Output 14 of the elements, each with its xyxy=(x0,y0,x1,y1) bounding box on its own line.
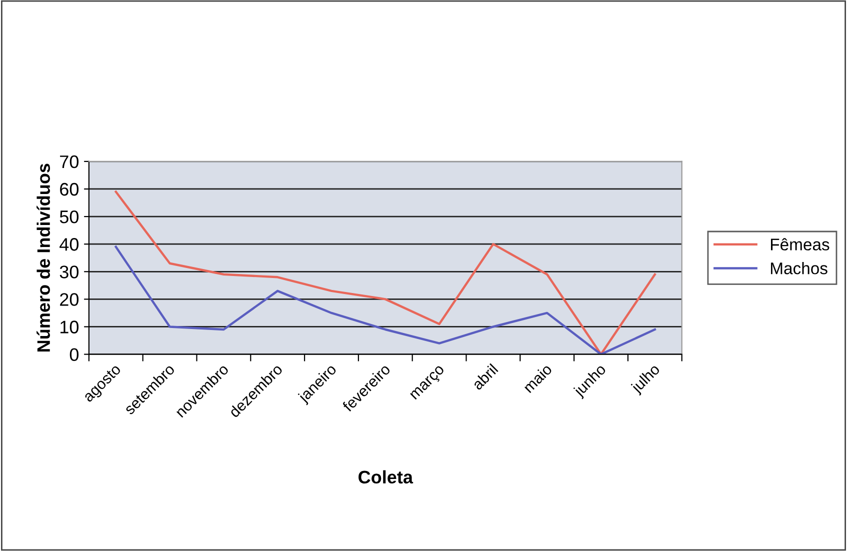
y-axis-title: Número de Indivíduos xyxy=(36,164,50,352)
legend-label: Fêmeas xyxy=(770,238,830,250)
y-tick-label: 10 xyxy=(60,320,79,334)
y-tick-label: 40 xyxy=(60,238,79,251)
legend-label: Machos xyxy=(770,262,828,274)
line-series xyxy=(114,190,656,354)
y-tick-label: 20 xyxy=(60,293,79,306)
y-tick-label: 60 xyxy=(60,182,79,196)
y-tick-label: 50 xyxy=(60,210,79,224)
y-tick-label: 30 xyxy=(60,266,79,278)
y-tick-label: 70 xyxy=(60,155,79,168)
y-tick-label: 0 xyxy=(70,348,79,362)
line-series xyxy=(114,246,656,354)
x-axis-title: Coleta xyxy=(358,470,414,484)
